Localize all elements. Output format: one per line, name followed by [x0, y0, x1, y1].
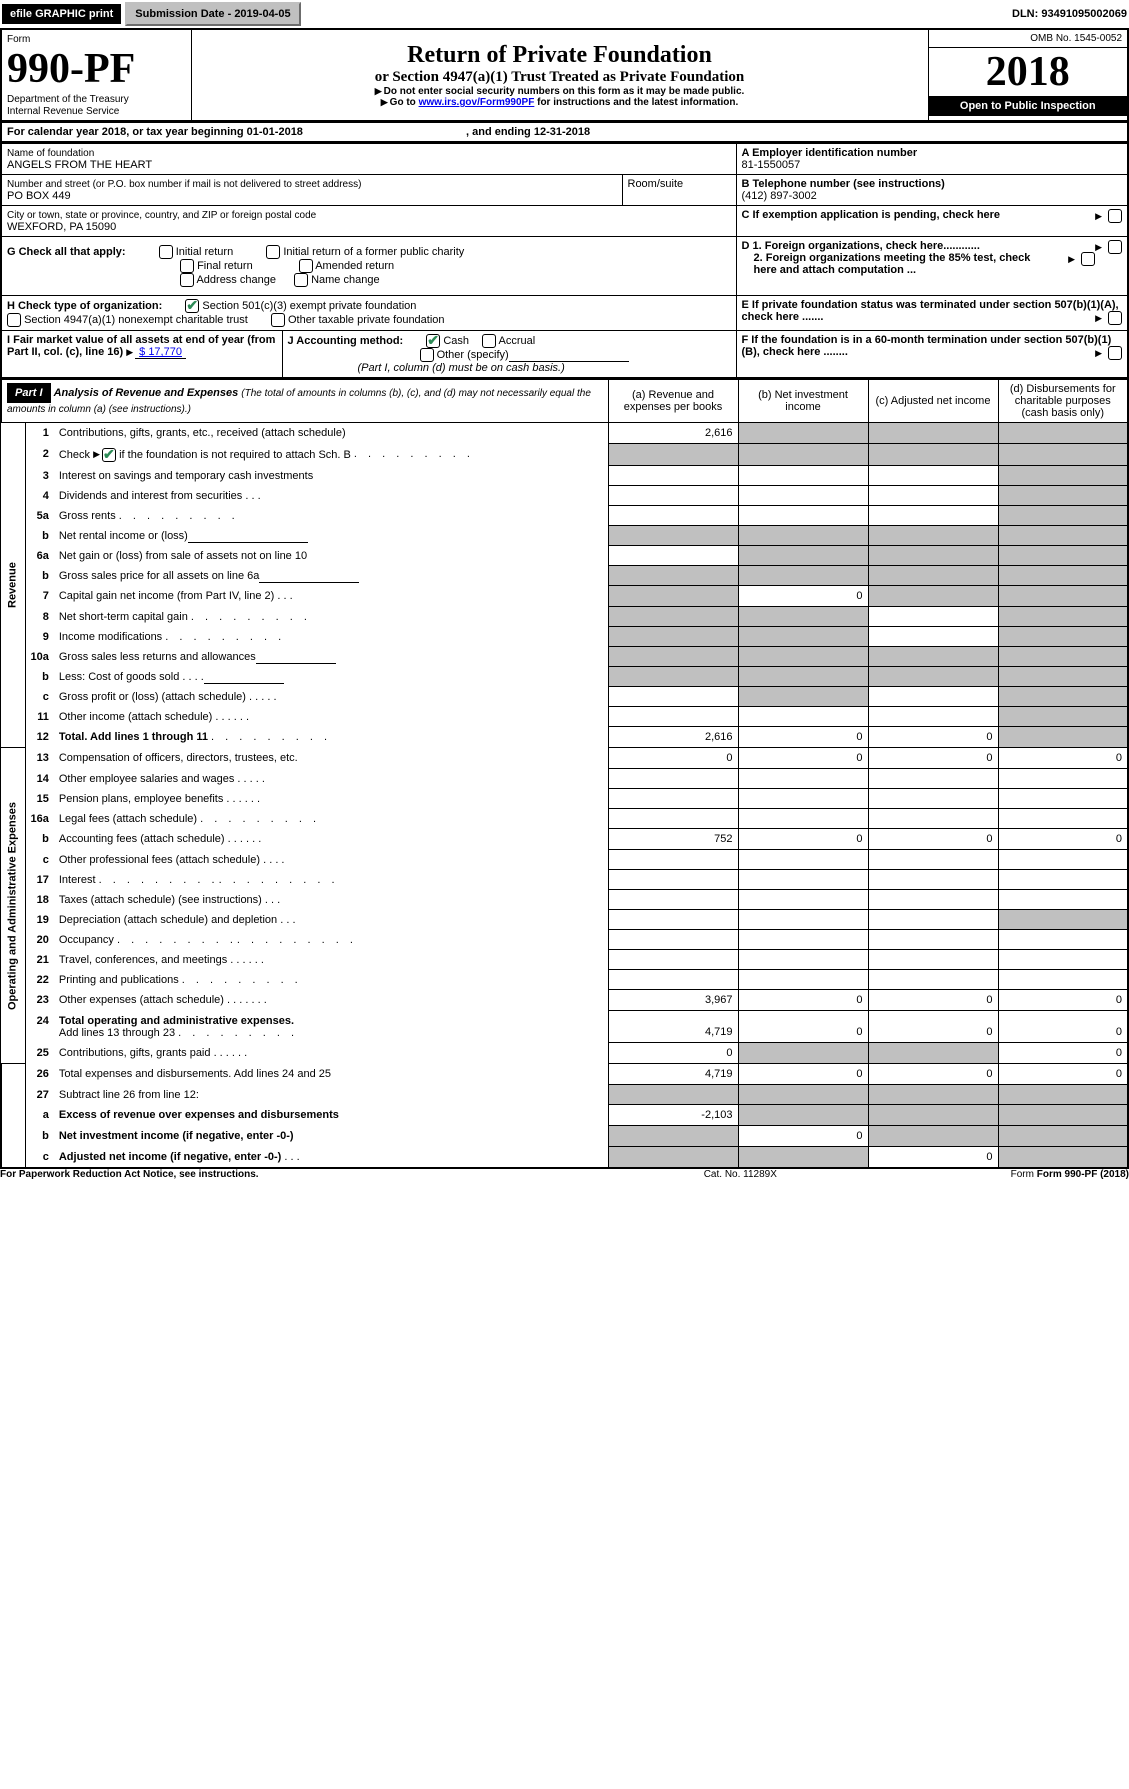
f-checkbox[interactable] [1108, 346, 1122, 360]
org-city: WEXFORD, PA 15090 [7, 221, 116, 233]
pending-checkbox[interactable] [1108, 209, 1122, 223]
org-info-table: Name of foundation ANGELS FROM THE HEART… [0, 143, 1129, 379]
col-d-header: (d) Disbursements for charitable purpose… [998, 380, 1128, 423]
form-label: Form [7, 34, 30, 45]
4947a1-checkbox[interactable] [7, 313, 21, 327]
title-note1: Do not enter social security numbers on … [197, 86, 923, 97]
calendar-year-row: For calendar year 2018, or tax year begi… [0, 122, 1129, 143]
final-return-checkbox[interactable] [180, 259, 194, 273]
ein-value: 81-1550057 [742, 159, 801, 171]
h-label: H Check type of organization: [7, 300, 162, 312]
line-1-a: 2,616 [608, 423, 738, 444]
phone-label: B Telephone number (see instructions) [742, 178, 945, 190]
f-label: F If the foundation is in a 60-month ter… [742, 334, 1112, 358]
address-change-checkbox[interactable] [180, 273, 194, 287]
irs-label: Internal Revenue Service [7, 106, 119, 117]
col-c-header: (c) Adjusted net income [868, 380, 998, 423]
city-label: City or town, state or province, country… [7, 210, 316, 221]
title-main: Return of Private Foundation [197, 42, 923, 69]
g-label: G Check all that apply: [7, 246, 126, 258]
org-name: ANGELS FROM THE HEART [7, 159, 152, 171]
amended-return-checkbox[interactable] [299, 259, 313, 273]
irs-link[interactable]: www.irs.gov/Form990PF [419, 97, 535, 108]
line-1-text: Contributions, gifts, grants, etc., rece… [54, 423, 608, 444]
name-change-checkbox[interactable] [294, 273, 308, 287]
e-checkbox[interactable] [1108, 311, 1122, 325]
e-label: E If private foundation status was termi… [742, 299, 1119, 323]
org-address: PO BOX 449 [7, 190, 71, 202]
header-bar: efile GRAPHIC print Submission Date - 20… [0, 0, 1129, 28]
revenue-section-label: Revenue [1, 423, 25, 748]
cash-checkbox[interactable] [426, 334, 440, 348]
d2-label: 2. Foreign organizations meeting the 85%… [754, 252, 1034, 276]
501c3-checkbox[interactable] [185, 299, 199, 313]
other-checkbox[interactable] [420, 348, 434, 362]
tax-year: 2018 [929, 48, 1128, 96]
d2-checkbox[interactable] [1081, 252, 1095, 266]
cal-year-prefix: For calendar year 2018, or tax year begi… [7, 126, 247, 138]
dept-label: Department of the Treasury [7, 94, 129, 105]
j-note: (Part I, column (d) must be on cash basi… [358, 362, 565, 374]
footer-right: Form 990-PF (2018) [1037, 1169, 1129, 1180]
note2-pre: Go to [381, 97, 419, 108]
d1-checkbox[interactable] [1108, 240, 1122, 254]
cal-year-mid: , and ending [466, 126, 534, 138]
d1-label: D 1. Foreign organizations, check here..… [742, 240, 980, 252]
title-sub: or Section 4947(a)(1) Trust Treated as P… [197, 69, 923, 86]
phone-value: (412) 897-3002 [742, 190, 817, 202]
initial-former-checkbox[interactable] [266, 245, 280, 259]
omb-label: OMB No. 1545-0052 [929, 30, 1128, 48]
accrual-checkbox[interactable] [482, 334, 496, 348]
initial-return-checkbox[interactable] [159, 245, 173, 259]
form-header-table: Form 990-PF Department of the Treasury I… [0, 28, 1129, 122]
j-label: J Accounting method: [288, 335, 404, 347]
note2-post: for instructions and the latest informat… [534, 97, 738, 108]
footer-left: For Paperwork Reduction Act Notice, see … [0, 1169, 649, 1180]
pending-label: C If exemption application is pending, c… [742, 209, 1001, 221]
cal-year-end: 12-31-2018 [534, 126, 590, 138]
col-a-header: (a) Revenue and expenses per books [608, 380, 738, 423]
efile-print-button[interactable]: efile GRAPHIC print [2, 4, 121, 24]
submission-date-button[interactable]: Submission Date - 2019-04-05 [125, 2, 300, 26]
ein-label: A Employer identification number [742, 147, 918, 159]
i-value[interactable]: $ 17,770 [135, 346, 186, 359]
other-taxable-checkbox[interactable] [271, 313, 285, 327]
part1-label: Part I [7, 383, 51, 403]
footer-row: For Paperwork Reduction Act Notice, see … [0, 1169, 1129, 1180]
name-label: Name of foundation [7, 148, 94, 159]
col-b-header: (b) Net investment income [738, 380, 868, 423]
room-label: Room/suite [622, 175, 736, 205]
expenses-section-label: Operating and Administrative Expenses [1, 748, 25, 1064]
sch-b-checkbox[interactable] [102, 448, 116, 462]
dln-label: DLN: 93491095002069 [1012, 8, 1127, 20]
addr-label: Number and street (or P.O. box number if… [7, 179, 361, 190]
cal-year-begin: 01-01-2018 [247, 126, 303, 138]
form-number: 990-PF [7, 46, 135, 92]
part1-caption: Analysis of Revenue and Expenses [54, 387, 239, 399]
part1-table: Part I Analysis of Revenue and Expenses … [0, 379, 1129, 1169]
footer-mid: Cat. No. 11289X [649, 1169, 833, 1180]
open-public-label: Open to Public Inspection [929, 96, 1128, 116]
